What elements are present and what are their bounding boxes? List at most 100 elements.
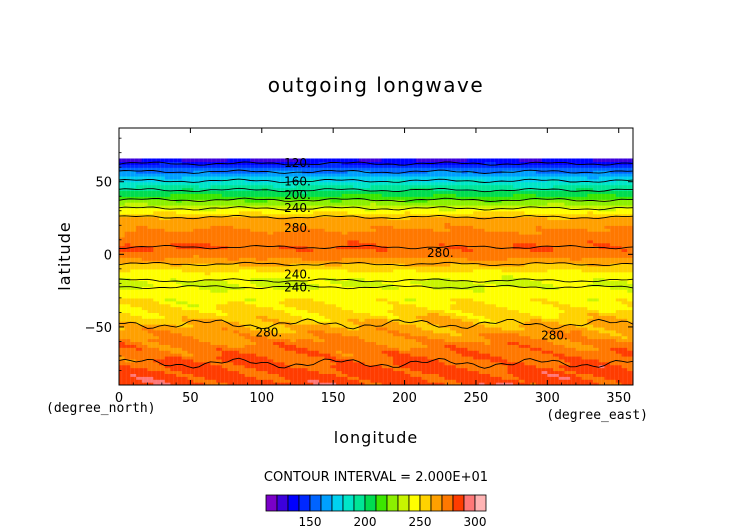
heatmap-cell (261, 292, 269, 296)
heatmap-cell (393, 233, 400, 238)
heatmap-cell (455, 297, 463, 302)
heatmap-cell (501, 347, 508, 351)
heatmap-cell (610, 347, 617, 351)
heatmap-cell (147, 315, 154, 319)
heatmap-cell (604, 283, 611, 287)
heatmap-cell (627, 294, 633, 299)
heatmap-cell (153, 306, 160, 311)
heatmap-cell (256, 309, 263, 313)
heatmap-cell (547, 382, 554, 385)
heatmap-cell (124, 355, 132, 360)
heatmap-cell (284, 254, 291, 258)
heatmap-cell (353, 338, 360, 343)
heatmap-cell (410, 358, 417, 363)
heatmap-cell (181, 265, 189, 270)
heatmap-cell (393, 225, 400, 229)
heatmap-cell (273, 283, 280, 287)
heatmap-cell (501, 379, 508, 383)
heatmap-cell (495, 364, 503, 369)
heatmap-cell (581, 286, 588, 290)
heatmap-cell (558, 329, 566, 334)
heatmap-cell (330, 353, 337, 357)
heatmap-cell (170, 373, 177, 377)
heatmap-cell (158, 338, 166, 343)
heatmap-cell (318, 225, 326, 229)
heatmap-cell (324, 326, 331, 331)
heatmap-cell (433, 326, 440, 331)
heatmap-cell (376, 341, 383, 345)
heatmap-cell (387, 225, 394, 229)
heatmap-cell (387, 318, 394, 322)
heatmap-cell (404, 335, 411, 340)
heatmap-cell (484, 303, 491, 308)
heatmap-cell (421, 300, 428, 305)
heatmap-cell (593, 286, 600, 290)
heatmap-cell (518, 347, 526, 351)
heatmap-cell (553, 344, 560, 348)
heatmap-cell (495, 338, 503, 343)
heatmap-cell (273, 353, 280, 357)
heatmap-cell (170, 236, 177, 241)
heatmap-cell (353, 370, 360, 374)
heatmap-cell (336, 236, 343, 241)
heatmap-cell (330, 274, 337, 279)
heatmap-cell (227, 376, 234, 380)
heatmap-cell (621, 292, 628, 296)
heatmap-cell (581, 379, 588, 383)
heatmap-cell (507, 268, 514, 273)
heatmap-cell (170, 300, 177, 305)
heatmap-cell (364, 231, 371, 235)
heatmap-cell (627, 225, 633, 229)
heatmap-cell (296, 318, 303, 322)
heatmap-cell (176, 318, 183, 322)
heatmap-cell (513, 309, 520, 313)
heatmap-cell (301, 260, 309, 264)
heatmap-cell (278, 228, 286, 232)
heatmap-cell (610, 338, 617, 343)
heatmap-cell (507, 332, 514, 337)
heatmap-cell (170, 353, 177, 357)
heatmap-cell (130, 254, 137, 258)
heatmap-cell (570, 318, 577, 322)
heatmap-cell (267, 347, 274, 351)
heatmap-cell (575, 239, 583, 244)
heatmap-cell (404, 225, 411, 229)
heatmap-cell (621, 231, 628, 235)
heatmap-cell (553, 355, 560, 360)
heatmap-cell (290, 277, 297, 282)
heatmap-cell (181, 248, 189, 253)
heatmap-cell (147, 251, 154, 255)
heatmap-cell (221, 303, 229, 308)
heatmap-cell (250, 321, 257, 325)
heatmap-cell (627, 239, 633, 244)
heatmap-cell (227, 251, 234, 255)
heatmap-cell (438, 309, 446, 313)
heatmap-cell (433, 367, 440, 372)
heatmap-cell (250, 248, 257, 253)
heatmap-cell (433, 332, 440, 337)
heatmap-cell (124, 373, 132, 377)
heatmap-cell (353, 306, 360, 311)
heatmap-cell (216, 364, 223, 369)
heatmap-cell (484, 297, 491, 302)
heatmap-cell (535, 379, 543, 383)
heatmap-cell (427, 254, 434, 258)
heatmap-cell (324, 364, 331, 369)
heatmap-cell (278, 347, 286, 351)
heatmap-cell (364, 239, 371, 244)
heatmap-cell (398, 318, 406, 322)
heatmap-cell (318, 274, 326, 279)
heatmap-cell (244, 364, 251, 369)
heatmap-cell (176, 312, 183, 316)
heatmap-cell (433, 268, 440, 273)
heatmap-cell (227, 254, 234, 258)
heatmap-cell (393, 315, 400, 319)
heatmap-cell (547, 274, 554, 279)
heatmap-cell (250, 265, 257, 270)
heatmap-cell (147, 242, 154, 247)
heatmap-cell (598, 228, 606, 232)
heatmap-cell (187, 318, 194, 322)
heatmap-cell (210, 350, 217, 354)
heatmap-cell (501, 300, 508, 305)
heatmap-cell (444, 268, 451, 273)
